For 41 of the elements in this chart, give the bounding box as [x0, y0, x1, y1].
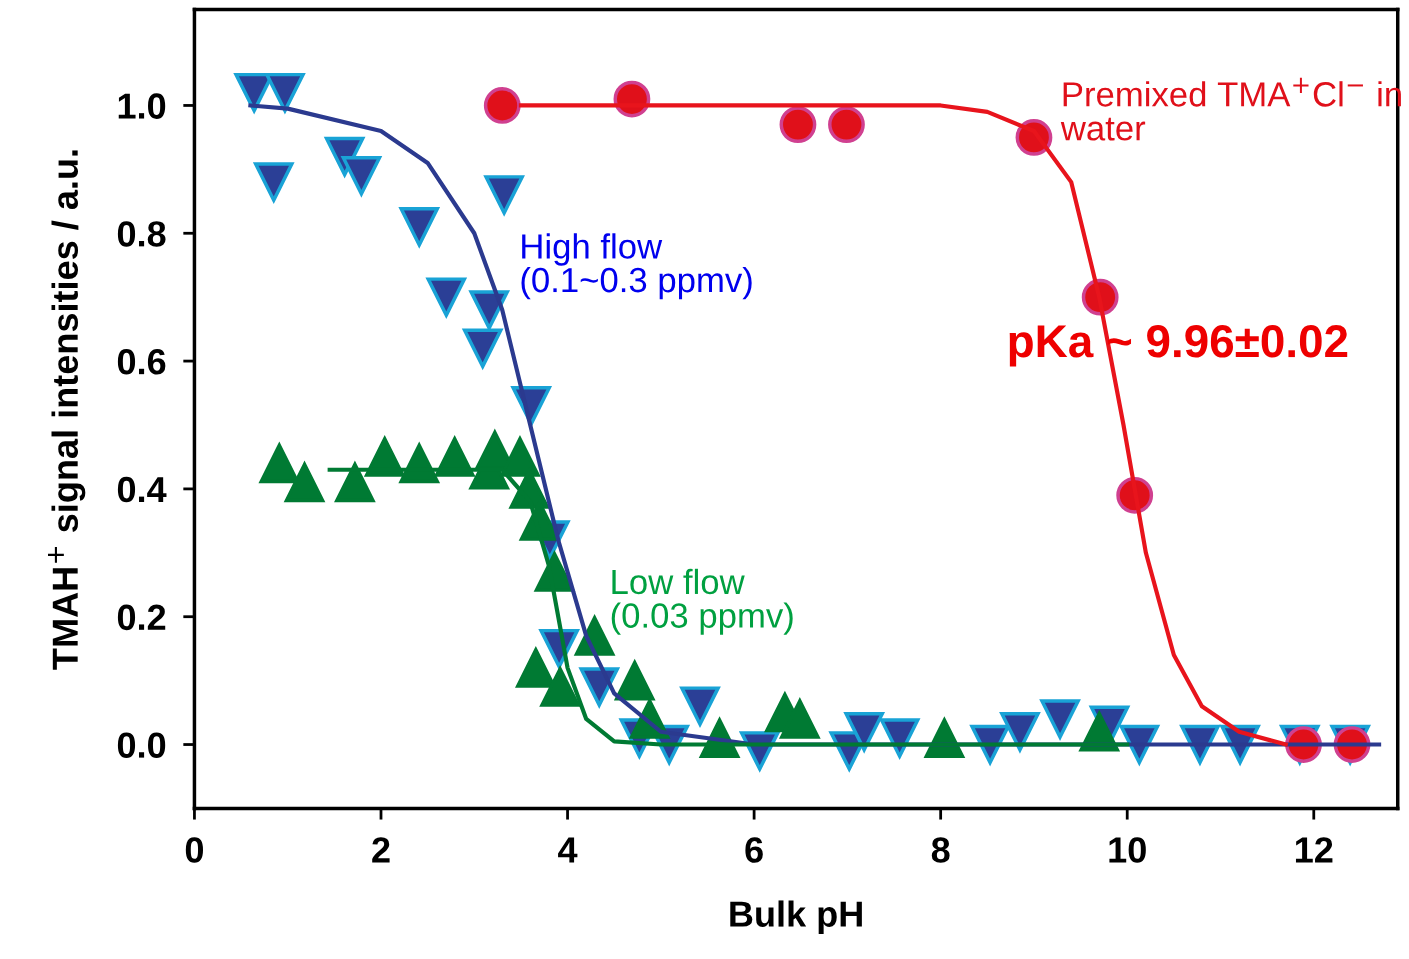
x-tick-label: 4 — [558, 837, 578, 863]
point — [484, 175, 524, 215]
point — [828, 106, 865, 144]
x-axis-title: Bulk pH — [730, 900, 862, 935]
point — [341, 155, 382, 196]
point — [780, 699, 820, 739]
point — [461, 328, 504, 371]
point — [516, 648, 556, 688]
series-label: High flow (0.1~0.3 ppmv) — [521, 233, 752, 300]
point — [334, 460, 376, 503]
point — [426, 277, 467, 317]
x-tick-label: 8 — [931, 837, 950, 863]
point — [500, 437, 540, 477]
x-tick-label: 6 — [745, 837, 763, 863]
y-tick-label: 0.4 — [117, 476, 167, 503]
point — [1000, 711, 1040, 752]
point — [614, 658, 656, 701]
x-tick-label: 12 — [1295, 837, 1333, 863]
point — [540, 667, 580, 707]
x-tick-label: 2 — [372, 837, 390, 863]
y-tick-label: 0.6 — [117, 348, 166, 375]
y-tick-label: 0.2 — [117, 604, 166, 631]
point — [779, 106, 817, 144]
point — [844, 711, 884, 752]
series-label: Low flow (0.03 ppmv) — [611, 568, 793, 635]
point — [579, 667, 620, 707]
point — [1040, 699, 1080, 739]
x-tick-label: 10 — [1109, 837, 1146, 863]
y-axis-title: TMAH$^{+}$ signal intensities / a.u. — [48, 150, 86, 670]
point — [283, 460, 326, 503]
x-tick-label: 0 — [185, 837, 203, 863]
point — [258, 441, 300, 484]
point — [253, 162, 294, 202]
point — [265, 72, 306, 115]
point — [399, 207, 440, 247]
y-tick-label: 1.0 — [118, 93, 166, 119]
point — [680, 686, 720, 726]
point — [483, 87, 521, 124]
y-tick-label: 0.8 — [117, 221, 166, 247]
point — [469, 290, 509, 330]
y-tick-label: 0.0 — [117, 732, 166, 758]
